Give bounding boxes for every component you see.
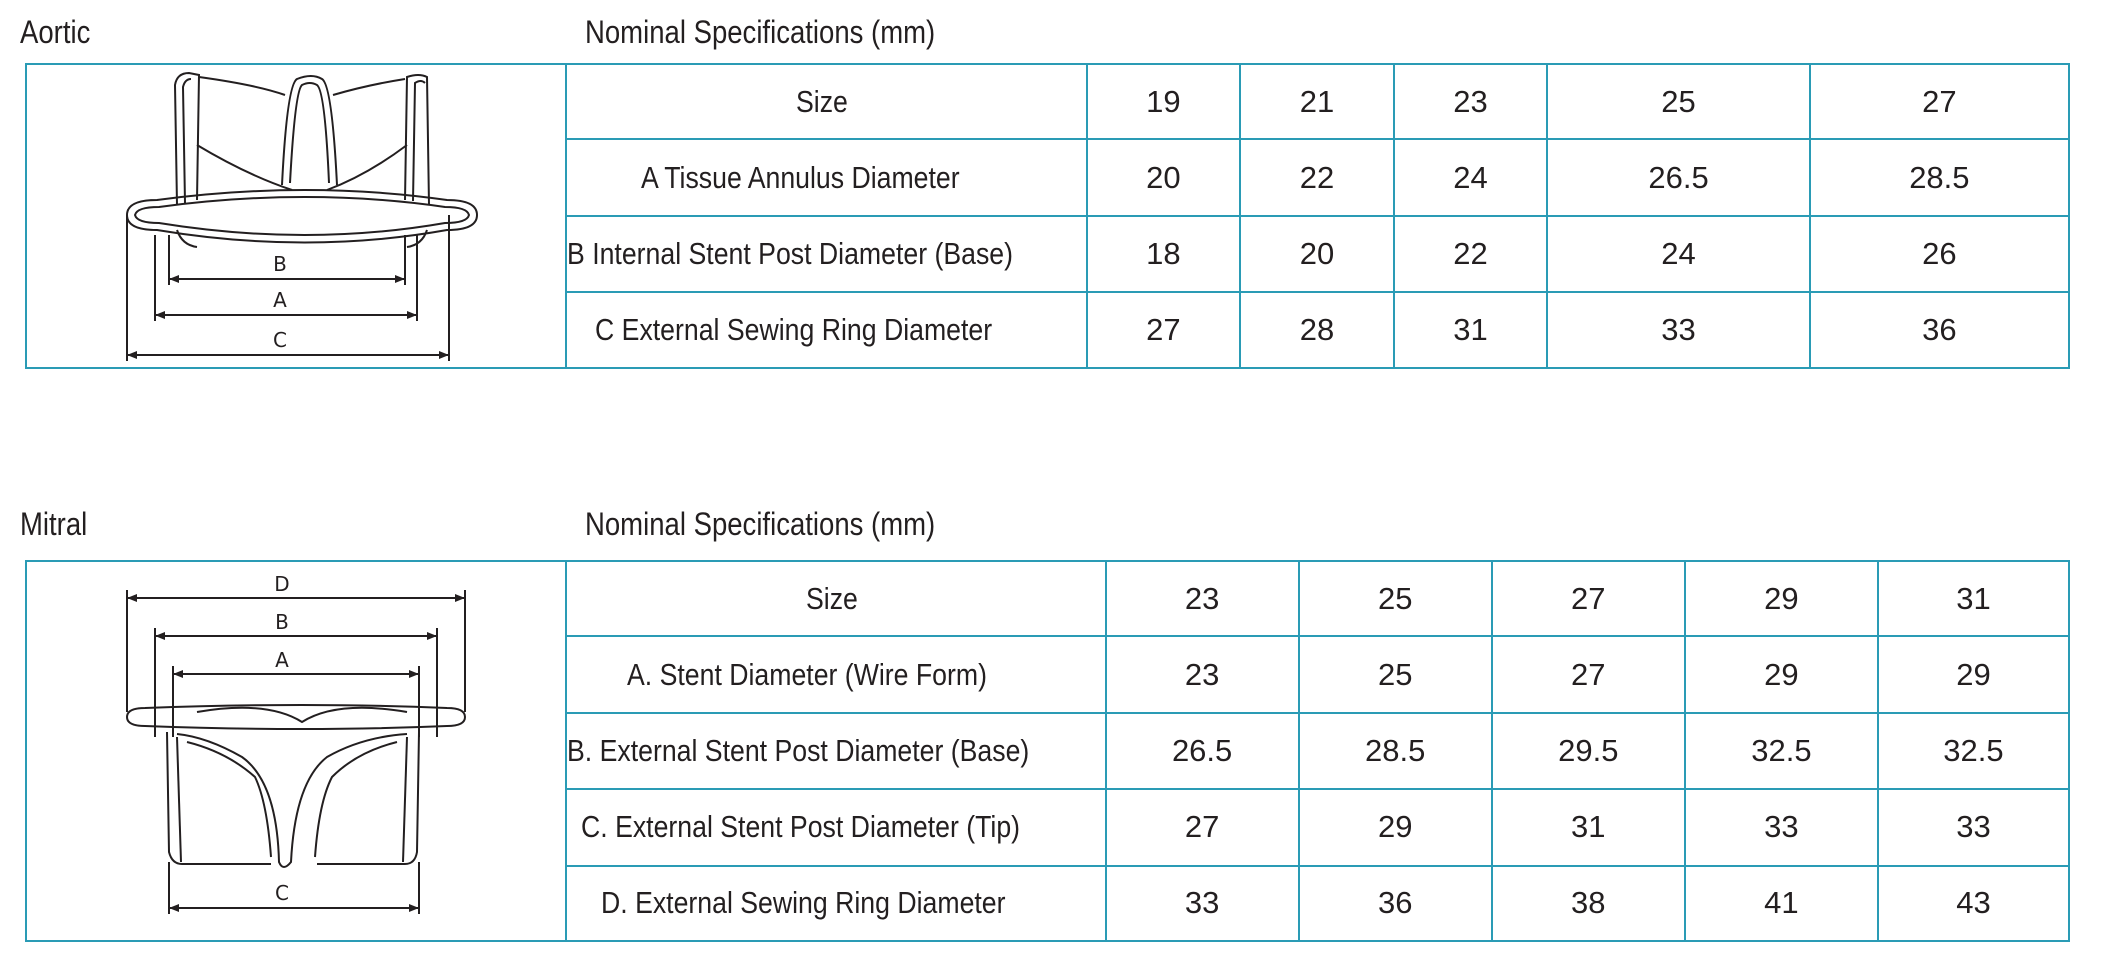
aortic-row-label-text: C External Sewing Ring Diameter — [595, 312, 993, 348]
mitral-value-cell: 33 — [1876, 788, 2068, 867]
aortic-value-cell: 27 — [1085, 291, 1242, 367]
mitral-value-cell: 33 — [1104, 864, 1300, 940]
mitral-value-cell: 29 — [1683, 562, 1879, 638]
aortic-value-cell: 24 — [1546, 214, 1811, 294]
aortic-value-cell: 33 — [1546, 291, 1811, 367]
mitral-row-label: Size — [567, 562, 1107, 638]
mitral-row-label: D. External Sewing Ring Diameter — [567, 864, 1107, 940]
mitral-spec-box: D B A C Size 23 25 27 29 31 A. Stent Diameter … — [25, 560, 2070, 942]
mitral-row-label-text: A. Stent Diameter (Wire Form) — [626, 656, 987, 692]
aortic-valve-diagram: B A C — [27, 65, 567, 367]
aortic-value-cell: 24 — [1392, 138, 1549, 217]
mitral-value-cell: 32.5 — [1876, 711, 2068, 791]
aortic-value-cell: 26.5 — [1546, 138, 1811, 217]
mitral-value-cell: 27 — [1490, 635, 1686, 714]
aortic-row-label: B Internal Stent Post Diameter (Base) — [567, 214, 1088, 294]
mitral-row-label-text: Size — [805, 580, 858, 616]
aortic-value-cell: 19 — [1085, 65, 1242, 141]
aortic-value-cell: 26 — [1808, 214, 2068, 294]
mitral-value-cell: 36 — [1297, 864, 1493, 940]
mitral-spec-row: D. External Sewing Ring Diameter 33 36 38 41… — [567, 864, 2068, 940]
mitral-spec-table: Size 23 25 27 29 31 A. Stent Diameter (Wire Fo… — [567, 562, 2068, 940]
aortic-value-cell: 25 — [1546, 65, 1811, 141]
aortic-spec-row: Size 19 21 23 25 27 — [567, 65, 2068, 141]
mitral-dim-c: C — [275, 881, 289, 905]
mitral-value-cell: 26.5 — [1104, 711, 1300, 791]
aortic-value-cell: 23 — [1392, 65, 1549, 141]
aortic-value-cell: 21 — [1239, 65, 1395, 141]
mitral-value-cell: 25 — [1297, 562, 1493, 638]
mitral-value-cell: 33 — [1683, 788, 1879, 867]
aortic-dim-c: C — [273, 328, 287, 352]
aortic-row-label: A Tissue Annulus Diameter — [567, 138, 1088, 217]
mitral-row-label-text: B. External Stent Post Diameter (Base) — [567, 732, 1030, 768]
mitral-value-cell: 29 — [1683, 635, 1879, 714]
mitral-row-label: A. Stent Diameter (Wire Form) — [567, 635, 1107, 714]
aortic-row-label-text: B Internal Stent Post Diameter (Base) — [567, 236, 1014, 272]
mitral-value-cell: 31 — [1876, 562, 2068, 638]
mitral-title: Mitral — [20, 506, 88, 542]
mitral-dim-d: D — [274, 572, 289, 596]
aortic-spec-box: B A C Size 19 21 23 25 27 A Tissue Annulus Dia… — [25, 63, 2070, 369]
mitral-dim-b: B — [275, 610, 289, 634]
aortic-row-label-text: Size — [796, 83, 849, 119]
mitral-value-cell: 41 — [1683, 864, 1879, 940]
mitral-value-cell: 29.5 — [1490, 711, 1686, 791]
aortic-row-label: C External Sewing Ring Diameter — [567, 291, 1088, 367]
mitral-spec-row: A. Stent Diameter (Wire Form) 23 25 27 29 29 — [567, 635, 2068, 714]
mitral-spec-row: C. External Stent Post Diameter (Tip) 27 2… — [567, 788, 2068, 867]
aortic-value-cell: 20 — [1239, 214, 1395, 294]
aortic-spec-table: Size 19 21 23 25 27 A Tissue Annulus Diameter 2… — [567, 65, 2068, 367]
aortic-valve-drawing: B A C — [125, 71, 479, 361]
mitral-value-cell: 31 — [1490, 788, 1686, 867]
aortic-value-cell: 28 — [1239, 291, 1395, 367]
aortic-spec-heading: Nominal Specifications (mm) — [585, 14, 936, 50]
mitral-spec-row: Size 23 25 27 29 31 — [567, 562, 2068, 638]
aortic-spec-row: C External Sewing Ring Diameter 27 28 31 33 3… — [567, 291, 2068, 367]
aortic-row-label: Size — [567, 65, 1088, 141]
mitral-value-cell: 28.5 — [1297, 711, 1493, 791]
mitral-spec-row: B. External Stent Post Diameter (Base) 26… — [567, 711, 2068, 791]
mitral-row-label: C. External Stent Post Diameter (Tip) — [567, 788, 1107, 867]
aortic-value-cell: 36 — [1808, 291, 2068, 367]
mitral-row-label: B. External Stent Post Diameter (Base) — [567, 711, 1107, 791]
aortic-spec-row: B Internal Stent Post Diameter (Base) 18 2… — [567, 214, 2068, 294]
mitral-value-cell: 29 — [1297, 788, 1493, 867]
mitral-value-cell: 43 — [1876, 864, 2068, 940]
aortic-value-cell: 31 — [1392, 291, 1549, 367]
aortic-value-cell: 22 — [1392, 214, 1549, 294]
mitral-value-cell: 25 — [1297, 635, 1493, 714]
mitral-valve-drawing: D B A C — [125, 572, 467, 914]
aortic-dim-a: A — [273, 288, 287, 312]
aortic-value-cell: 22 — [1239, 138, 1395, 217]
aortic-value-cell: 18 — [1085, 214, 1242, 294]
mitral-dim-a: A — [275, 648, 289, 672]
mitral-valve-diagram: D B A C — [27, 562, 567, 940]
mitral-value-cell: 23 — [1104, 635, 1300, 714]
mitral-value-cell: 29 — [1876, 635, 2068, 714]
mitral-row-label-text: D. External Sewing Ring Diameter — [600, 885, 1006, 921]
aortic-spec-row: A Tissue Annulus Diameter 20 22 24 26.5 28.5 — [567, 138, 2068, 217]
mitral-spec-heading: Nominal Specifications (mm) — [585, 506, 936, 542]
mitral-value-cell: 27 — [1104, 788, 1300, 867]
mitral-value-cell: 32.5 — [1683, 711, 1879, 791]
aortic-value-cell: 27 — [1808, 65, 2068, 141]
mitral-row-label-text: C. External Stent Post Diameter (Tip) — [580, 809, 1020, 845]
aortic-row-label-text: A Tissue Annulus Diameter — [641, 159, 960, 195]
mitral-value-cell: 27 — [1490, 562, 1686, 638]
aortic-value-cell: 20 — [1085, 138, 1242, 217]
mitral-value-cell: 38 — [1490, 864, 1686, 940]
aortic-value-cell: 28.5 — [1808, 138, 2068, 217]
mitral-value-cell: 23 — [1104, 562, 1300, 638]
aortic-title: Aortic — [20, 14, 91, 50]
aortic-dim-b: B — [273, 252, 287, 276]
